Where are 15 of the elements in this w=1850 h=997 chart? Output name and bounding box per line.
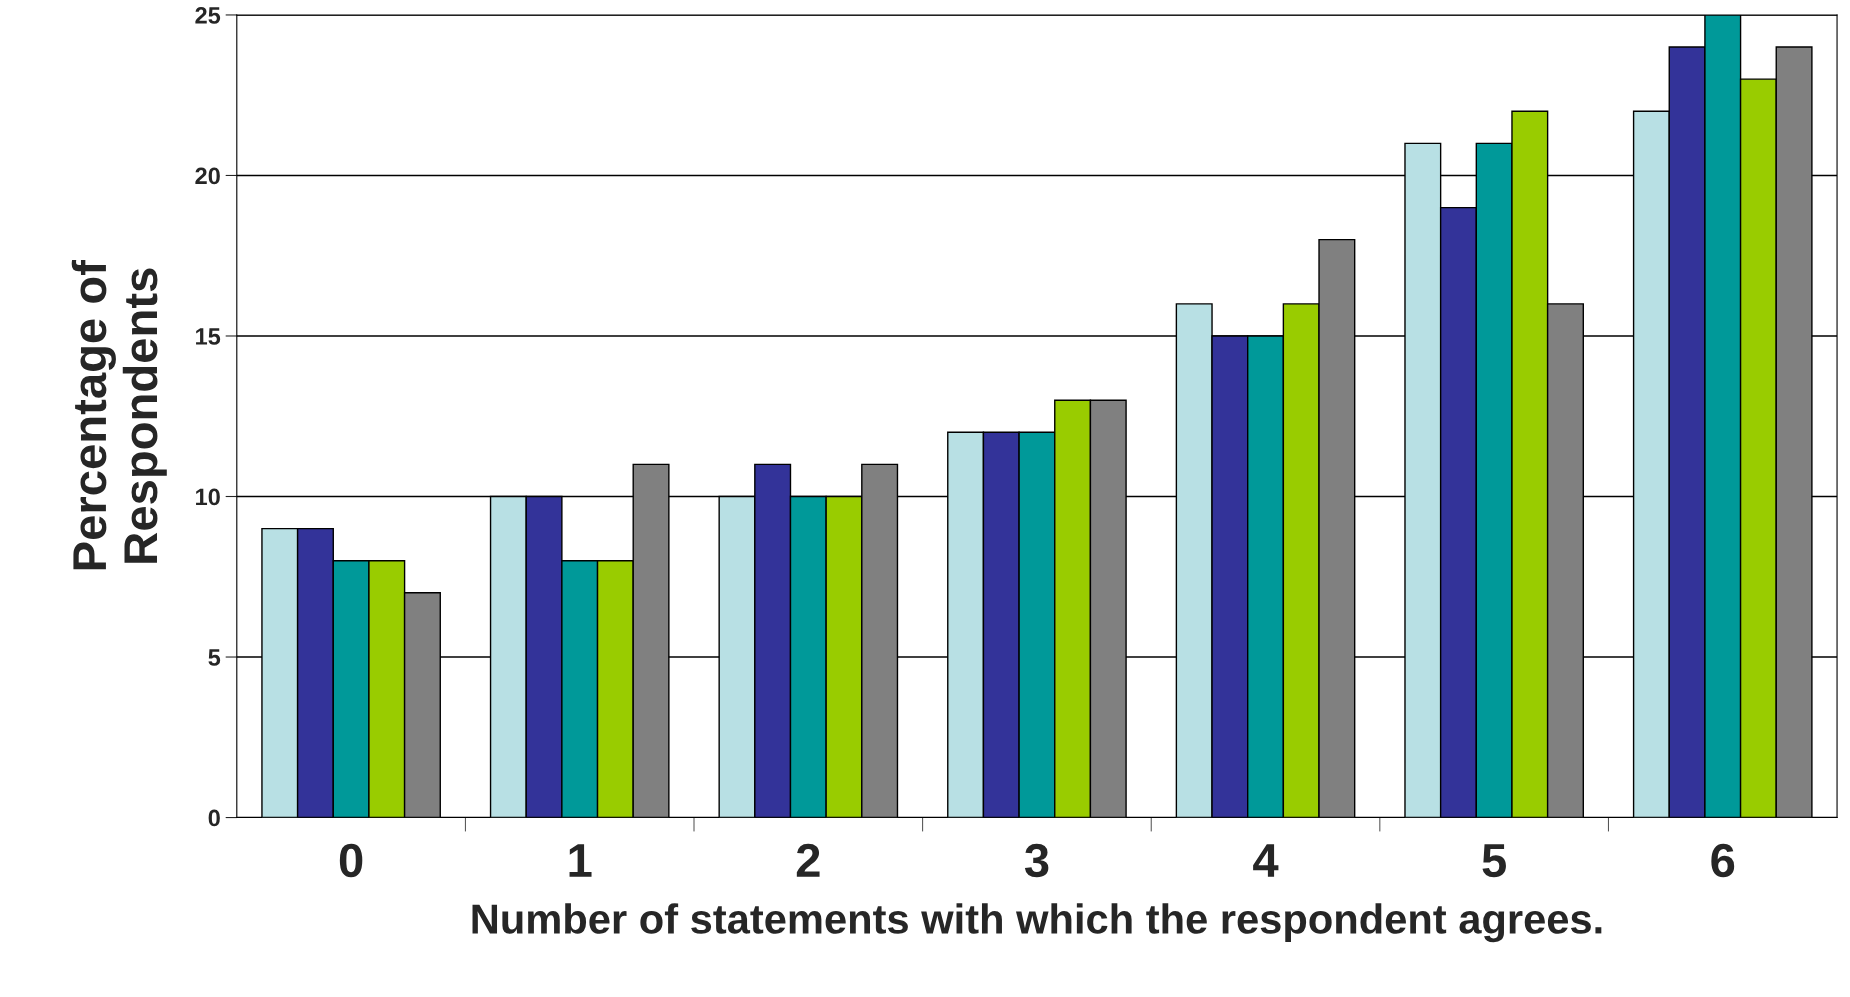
- y-tick-label: 20: [195, 167, 220, 185]
- x-tick-label: 3: [1024, 843, 1049, 878]
- y-tick-label: 25: [195, 7, 221, 24]
- x-tick-label: 5: [1482, 844, 1506, 878]
- x-tick-label: 1: [569, 844, 592, 877]
- y-tick-label: 5: [208, 649, 221, 666]
- x-axis-title: Number of statements with which the respondent agrees.: [472, 903, 1602, 943]
- x-tick-label: 2: [796, 843, 820, 877]
- y-tick-label: 0: [208, 809, 220, 827]
- y-tick-label: 10: [196, 488, 220, 506]
- y-tick-label: 15: [196, 328, 221, 345]
- x-tick-label: 4: [1253, 844, 1279, 877]
- y-axis-title: Percentage of Respondents: [71, 260, 167, 570]
- x-tick-label: 6: [1711, 843, 1735, 878]
- x-tick-label: 0: [339, 843, 363, 878]
